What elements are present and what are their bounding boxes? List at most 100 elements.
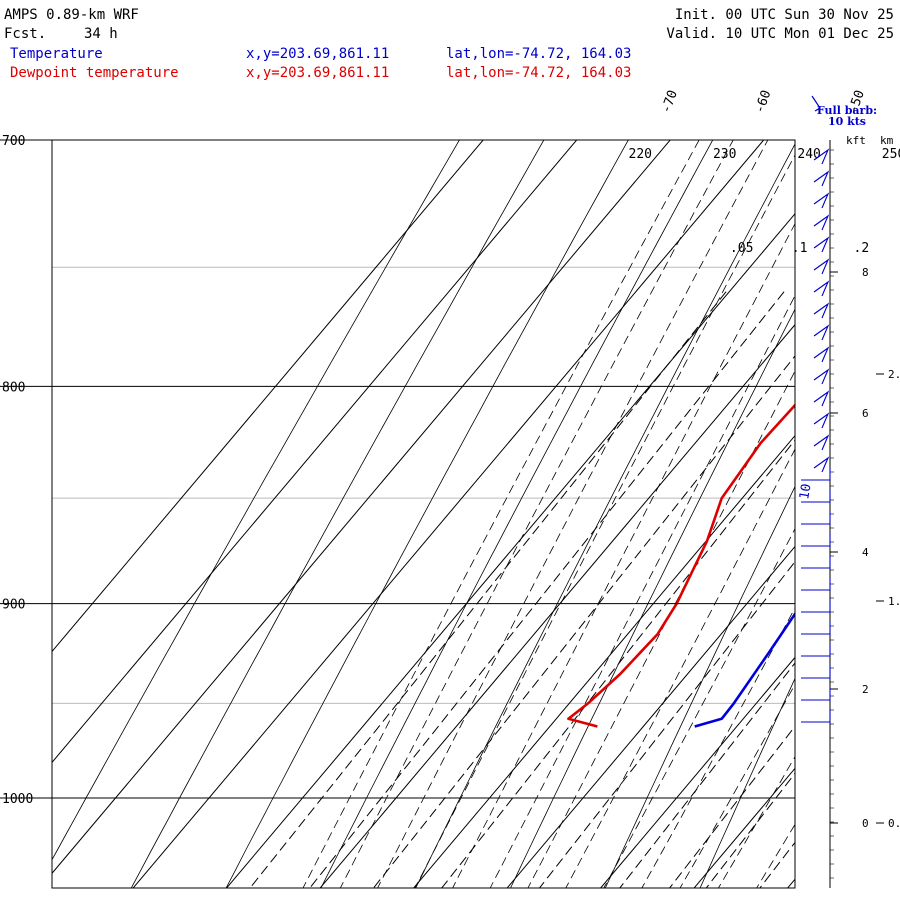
dry-adiabat-line [415, 143, 795, 888]
temperature-profile-line [694, 611, 795, 728]
wind-barb-icon [801, 666, 831, 679]
isotherm-line [52, 140, 578, 764]
theta-label: 220 [629, 147, 652, 162]
legend-dewpoint-latlon: lat,lon=-74.72, 164.03 [446, 65, 631, 81]
overlay-labels: 7008009001000-70-60-50-40-30-20-10022023… [2, 88, 900, 807]
init-time: Init. 00 UTC Sun 30 Nov 25 [675, 7, 894, 23]
wind-barb-icon [801, 490, 831, 503]
wind-barb-icon [801, 710, 831, 723]
wind-barb-icon [813, 368, 830, 385]
wind-barb-icon [813, 192, 830, 209]
legend-temperature-xy: x,y=203.69,861.11 [246, 46, 389, 62]
km-label: 2. [888, 368, 900, 381]
isotherm-line [412, 434, 795, 888]
wind-barb-icon [801, 512, 831, 525]
wind-barb-icon [813, 170, 830, 187]
wind-barb-icon [813, 236, 830, 253]
wind-barb-icon [801, 468, 831, 481]
mixing-ratio-line [705, 772, 795, 888]
wind-barb-icon [801, 622, 831, 635]
forecast-label: Fcst. [4, 26, 46, 42]
isotherm-line [693, 767, 795, 888]
isotherm-label: -70 [659, 88, 681, 115]
dry-adiabat-line [52, 140, 460, 861]
wind-barbs: 10 [797, 148, 831, 723]
dry-adiabat-line [699, 677, 795, 888]
moist-adiabat-line [302, 140, 700, 888]
kft-label: 6 [862, 407, 869, 420]
isotherm-line [786, 878, 795, 888]
wind-barb-icon [801, 534, 831, 547]
legend-temperature: Temperature [10, 46, 103, 62]
kft-label: 4 [862, 546, 869, 559]
wind-barb-icon [813, 346, 830, 363]
mixing-ratio-label: .1 [792, 241, 808, 256]
isotherm-line [599, 656, 795, 888]
wind-barb-icon [813, 390, 830, 407]
wind-barb-icon [813, 280, 830, 297]
wind-barb-icon [813, 456, 830, 473]
dry-adiabat-line [320, 140, 714, 888]
moist-adiabat-line [794, 887, 795, 888]
sample-barb-icon [811, 95, 821, 112]
moist-adiabat-line [679, 683, 795, 888]
moist-adiabat-line [641, 607, 795, 888]
isotherm-line [52, 140, 484, 653]
mixing-ratio-line [668, 725, 795, 888]
isotherm-line [506, 545, 795, 888]
wind-barb-icon [813, 258, 830, 275]
pressure-label: 700 [2, 134, 25, 149]
moist-adiabat-line [717, 755, 795, 888]
km-label: 0. [888, 817, 900, 830]
moist-adiabat-line [603, 527, 795, 888]
moist-adiabat-line [489, 294, 795, 888]
valid-time: Valid. 10 UTC Mon 01 Dec 25 [666, 26, 894, 42]
mixing-ratio-line [249, 291, 727, 888]
moist-adiabat-line [339, 140, 734, 888]
plot-area [52, 87, 900, 900]
moist-adiabat-line [377, 140, 769, 888]
forecast-hours: 34 h [84, 26, 118, 42]
wind-barb-icon [813, 434, 830, 451]
moist-adiabat-line [414, 154, 795, 888]
barb-caption-line2: 10 kts [828, 115, 866, 128]
moist-adiabat-line [452, 222, 795, 888]
isotherm-line [225, 213, 795, 888]
height-axis-kft-unit: kft [846, 134, 866, 147]
km-label: 1. [888, 595, 900, 608]
model-title: AMPS 0.89-km WRF [4, 7, 139, 23]
kft-label: 8 [862, 266, 869, 279]
height-axis-km-unit: km [880, 134, 894, 147]
isotherm-line [52, 140, 671, 875]
dry-adiabat-line [130, 140, 545, 888]
isotherm-line [852, 87, 900, 900]
mixing-ratio-line [372, 355, 795, 888]
wind-barb-icon [813, 412, 830, 429]
isotherm-label: -60 [752, 88, 774, 115]
legend-dewpoint: Dewpoint temperature [10, 65, 179, 81]
moist-adiabat-line [565, 448, 795, 888]
wind-barb-icon [813, 302, 830, 319]
wind-barb-icon [801, 644, 831, 657]
dry-adiabat-line [604, 485, 795, 888]
mixing-ratio-line [759, 841, 795, 888]
legend-dewpoint-xy: x,y=203.69,861.11 [246, 65, 389, 81]
mixing-ratio-line [538, 560, 795, 888]
dry-adiabat-line [510, 308, 795, 888]
mixing-ratio-label: .05 [730, 241, 753, 256]
wind-barb-icon [801, 556, 831, 569]
wind-barb-label: 10 [797, 483, 814, 501]
kft-label: 2 [862, 683, 869, 696]
wind-barb-icon [813, 324, 830, 341]
theta-label: 250 [882, 147, 900, 162]
wind-barb-icon [801, 688, 831, 701]
legend-temperature-latlon: lat,lon=-74.72, 164.03 [446, 46, 631, 62]
wind-barb-icon [813, 148, 830, 165]
mixing-ratio-line [309, 291, 785, 888]
pressure-label: 800 [2, 380, 25, 395]
mixing-ratio-line [441, 439, 795, 888]
pressure-label: 900 [2, 598, 25, 613]
wind-barb-icon [801, 578, 831, 591]
dewpoint-profile-line [567, 403, 795, 728]
